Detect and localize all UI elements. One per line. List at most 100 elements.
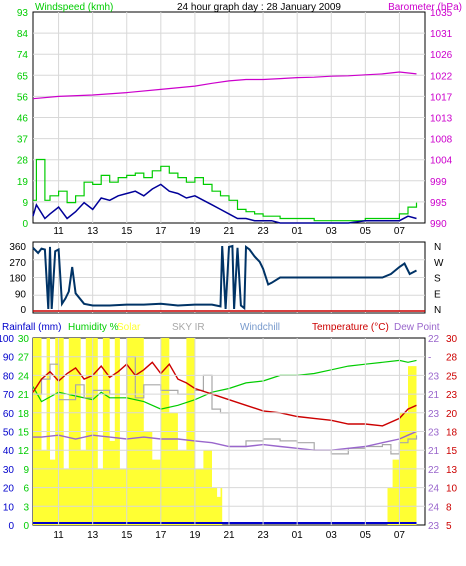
- y-tick-label: 19: [17, 177, 29, 188]
- y-tick-label: 360: [9, 242, 26, 253]
- conditions-gridlines: [33, 338, 425, 525]
- solar-label: Solar: [117, 322, 141, 333]
- y-tick-label: 999: [430, 177, 447, 188]
- y-tick-label: N: [434, 305, 441, 316]
- temperature-ticks: 22 - 23 21 23 23 21 22 24 24 23: [428, 334, 440, 532]
- y-tick-label: 93: [17, 8, 29, 19]
- y-tick-label: 20: [446, 409, 458, 420]
- y-tick-label: 21: [428, 390, 440, 401]
- y-tick-label: 0: [22, 219, 28, 230]
- dewpoint-label: Dew Point: [394, 322, 440, 333]
- y-tick-label: 50: [3, 428, 15, 439]
- x-tick-label: 05: [360, 530, 372, 541]
- y-tick-label: 1035: [430, 8, 453, 19]
- y-tick-label: 23: [428, 409, 440, 420]
- windspeed-axis-label: Windspeed (kmh): [35, 2, 113, 13]
- y-tick-label: 10: [446, 484, 458, 495]
- windchill-label: Windchill: [240, 322, 280, 333]
- y-tick-label: 21: [18, 390, 30, 401]
- y-tick-label: W: [434, 258, 444, 269]
- y-tick-label: 21: [428, 446, 440, 457]
- y-tick-label: 6: [23, 484, 29, 495]
- barometer-line: [32, 71, 417, 100]
- top-panel: Windspeed (kmh) 24 hour graph day : 28 J…: [17, 2, 462, 237]
- y-tick-label: 74: [17, 50, 29, 61]
- y-tick-label: E: [434, 289, 441, 300]
- humidity-label: Humidity %: [68, 322, 119, 333]
- y-tick-label: 1026: [430, 50, 453, 61]
- y-tick-label: 1013: [430, 114, 453, 125]
- y-tick-label: 1022: [430, 71, 453, 82]
- wind-direction-line: [32, 244, 417, 311]
- x-tick-label: 15: [121, 530, 133, 541]
- y-tick-label: 30: [446, 334, 458, 345]
- barometer-ticks: 1035 1031 1026 1022 1017 1013 1008 1004 999 995 99…: [430, 8, 453, 230]
- y-tick-label: 22: [428, 465, 440, 476]
- x-tick-label: 17: [155, 530, 167, 541]
- y-tick-label: 18: [18, 409, 30, 420]
- y-tick-label: 25: [446, 371, 458, 382]
- y-tick-label: 28: [446, 353, 458, 364]
- y-tick-label: 1031: [430, 29, 453, 40]
- sky-ir-label: SKY IR: [172, 322, 205, 333]
- x-tick-label: 23: [258, 530, 270, 541]
- x-tick-label: 13: [87, 530, 99, 541]
- barometer-axis-label: Barometer (hPa): [388, 2, 462, 13]
- x-tick-label: 03: [326, 530, 338, 541]
- chart-title: 24 hour graph day : 28 January 2009: [177, 2, 341, 13]
- y-tick-label: 23: [428, 521, 440, 532]
- top-series: [32, 71, 418, 224]
- y-tick-label: 30: [18, 334, 30, 345]
- y-tick-label: 24: [428, 484, 440, 495]
- y-tick-label: 15: [446, 446, 458, 457]
- y-tick-label: 20: [3, 484, 15, 495]
- y-tick-label: 3: [23, 502, 29, 513]
- x-tick-label: 15: [121, 226, 133, 237]
- y-tick-label: 10: [3, 502, 15, 513]
- y-tick-label: 100: [0, 334, 14, 345]
- y-tick-label: 30: [3, 465, 15, 476]
- y-tick-label: 0: [23, 521, 29, 532]
- y-tick-label: -: [428, 353, 431, 364]
- x-tick-label: 03: [326, 226, 338, 237]
- temperature-line: [32, 361, 417, 427]
- y-tick-label: 70: [3, 390, 15, 401]
- y-tick-label: 0: [8, 521, 14, 532]
- windspeed-ticks: 93 84 74 65 56 46 37 28 19 9 0: [17, 8, 29, 230]
- x-tick-label: 11: [53, 530, 64, 541]
- y-tick-label: 5: [446, 521, 452, 532]
- y-tick-label: 46: [17, 114, 29, 125]
- temperature-label: Temperature (°C): [312, 322, 389, 333]
- y-tick-label: 40: [3, 446, 15, 457]
- y-tick-label: 1008: [430, 135, 453, 146]
- x-tick-label: 01: [292, 226, 304, 237]
- y-tick-label: 1017: [430, 92, 453, 103]
- y-tick-label: 8: [446, 502, 452, 513]
- y-tick-label: 24: [18, 371, 30, 382]
- conditions-x-ticks: 11 13 15 17 19 21 23 01 03 05 07: [53, 530, 405, 541]
- dewpoint-ticks: 30 28 25 23 20 18 15 13 10 8 5: [446, 334, 458, 532]
- y-tick-label: 12: [18, 446, 30, 457]
- y-tick-label: 23: [428, 428, 440, 439]
- humidity-line: [32, 359, 417, 410]
- y-tick-label: 23: [428, 371, 440, 382]
- y-tick-label: 23: [446, 390, 458, 401]
- y-tick-label: 22: [428, 334, 440, 345]
- top-gridlines: [33, 12, 425, 223]
- x-tick-label: 23: [258, 226, 270, 237]
- y-tick-label: 9: [22, 198, 28, 209]
- y-tick-label: 60: [3, 409, 15, 420]
- x-tick-label: 05: [360, 226, 372, 237]
- x-tick-label: 07: [394, 226, 406, 237]
- direction-degree-ticks: 360 270 180 90 0: [9, 242, 26, 316]
- y-tick-label: 1004: [430, 156, 453, 167]
- x-tick-label: 21: [223, 226, 235, 237]
- y-tick-label: 24: [428, 502, 440, 513]
- y-tick-label: 90: [15, 289, 27, 300]
- y-tick-label: 180: [9, 274, 26, 285]
- x-tick-label: 07: [394, 530, 406, 541]
